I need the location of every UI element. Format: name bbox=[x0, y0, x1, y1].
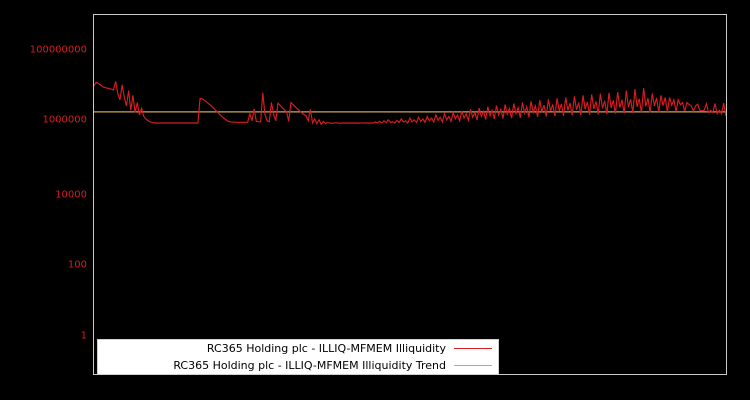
y-tick-label-100000000: 100000000 bbox=[29, 44, 87, 56]
plot-area bbox=[93, 14, 727, 375]
illiquidity-line-series bbox=[94, 81, 726, 126]
legend-swatch-illiquidity-icon bbox=[454, 348, 492, 349]
legend-label-illiquidity-trend: RC365 Holding plc - ILLIQ-MFMEM Illiquid… bbox=[173, 359, 446, 372]
y-tick-label-1000000: 1000000 bbox=[42, 114, 87, 126]
legend-swatch-trend-icon bbox=[454, 365, 492, 366]
y-axis: 100000000 1000000 10000 100 1 bbox=[0, 0, 93, 400]
y-tick-label-100: 100 bbox=[67, 259, 87, 271]
y-tick-label-10000: 10000 bbox=[55, 189, 87, 201]
chart-legend: RC365 Holding plc - ILLIQ-MFMEM Illiquid… bbox=[97, 339, 499, 375]
legend-entry-illiquidity-trend: RC365 Holding plc - ILLIQ-MFMEM Illiquid… bbox=[98, 357, 498, 374]
chart-canvas bbox=[94, 81, 726, 126]
legend-entry-illiquidity: RC365 Holding plc - ILLIQ-MFMEM Illiquid… bbox=[98, 340, 498, 357]
legend-label-illiquidity: RC365 Holding plc - ILLIQ-MFMEM Illiquid… bbox=[206, 342, 446, 355]
y-tick-label-1: 1 bbox=[80, 330, 87, 342]
